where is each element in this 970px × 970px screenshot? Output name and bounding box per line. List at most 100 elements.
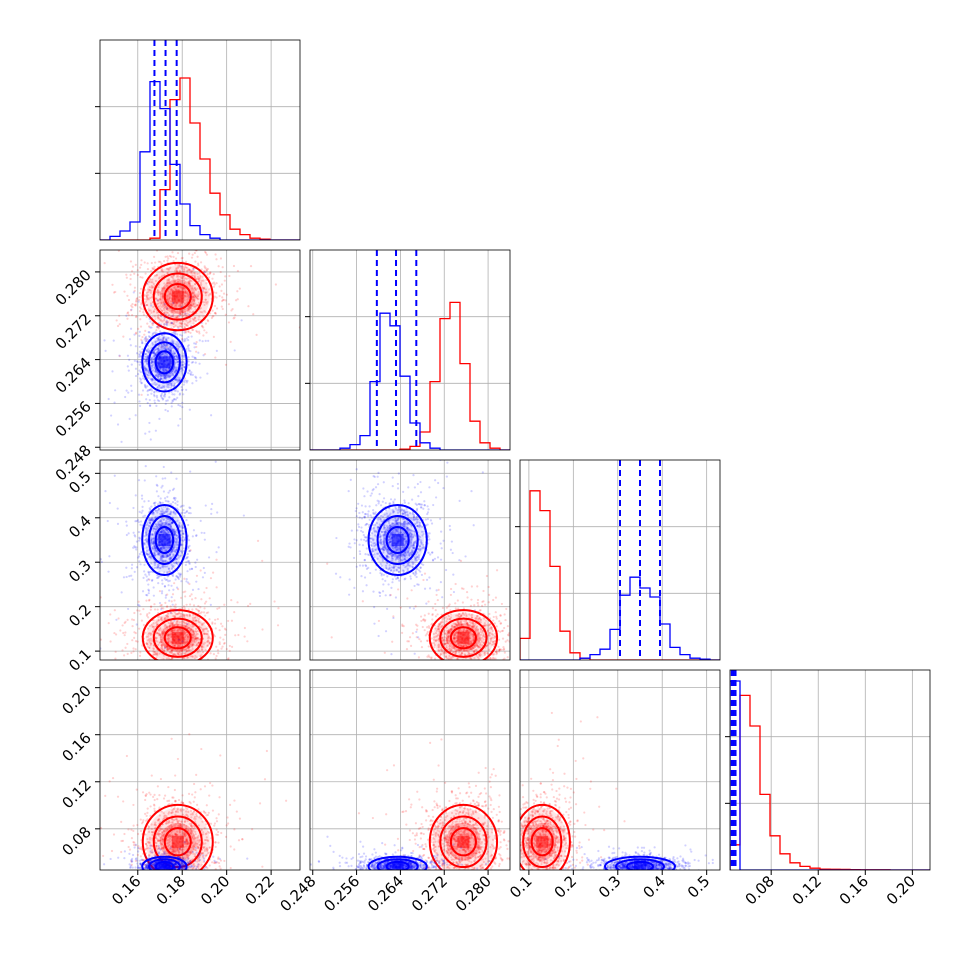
scatter-point [165,313,168,316]
scatter-point [195,644,198,647]
scatter-point [148,349,151,352]
scatter-point [160,632,163,635]
scatter-point [157,336,160,340]
scatter-point [274,283,277,286]
scatter-point [162,370,165,373]
scatter-point [137,556,140,559]
scatter-point [183,636,187,639]
scatter-point [156,362,159,365]
scatter-point [185,640,188,643]
scatter-point [178,378,181,381]
scatter-point [143,514,147,517]
scatter-point [154,368,158,371]
scatter-point [162,654,166,657]
scatter-point [186,290,189,294]
scatter-point [173,357,176,361]
scatter-point [167,640,170,643]
scatter-point [159,531,162,534]
scatter-point [163,618,166,621]
scatter-point [203,602,207,605]
scatter-point [156,347,159,350]
scatter-point [175,306,178,309]
scatter-point [227,303,231,306]
scatter-point [130,389,133,392]
scatter-point [158,387,162,390]
scatter-point [173,393,176,396]
scatter-point [199,606,202,609]
scatter-point [515,602,517,604]
scatter-point [162,661,164,663]
scatter-point [180,367,183,370]
scatter-point [178,653,181,656]
scatter-point [162,650,166,653]
scatter-point [166,344,169,347]
scatter-point [168,349,171,352]
scatter-point [172,624,175,627]
scatter-point [178,645,182,648]
scatter-point [164,676,166,678]
scatter-point [116,423,120,426]
scatter-point [152,627,156,630]
scatter-point [170,315,173,318]
scatter-point [138,609,141,612]
scatter-point [159,301,162,304]
scatter-point [149,642,153,645]
scatter-point [157,520,160,524]
scatter-point [139,275,142,279]
scatter-point [131,639,134,642]
scatter-point [159,546,163,550]
scatter-point [182,275,186,278]
scatter-point [162,465,165,469]
scatter-point [164,255,167,258]
scatter-point [163,303,166,306]
scatter-point [156,682,158,684]
marginal-panel-0 [95,39,301,241]
scatter-point [182,393,185,396]
scatter-point [147,388,150,392]
scatter-point [178,651,182,654]
scatter-point [195,632,198,635]
scatter-point [138,354,141,357]
scatter-point [391,640,394,643]
scatter-point [186,672,188,674]
scatter-point [187,636,190,639]
scatter-point [170,471,173,474]
scatter-point [168,292,171,295]
scatter-point [173,533,176,536]
scatter-point [196,304,199,307]
scatter-point [103,262,106,265]
scatter-point [201,287,205,290]
scatter-point [132,531,135,534]
scatter-point [459,692,461,694]
scatter-point [189,306,192,310]
scatter-point [157,503,160,506]
scatter-point [152,511,155,514]
scatter-point [169,361,173,364]
scatter-point [165,282,168,285]
scatter-point [256,539,260,542]
scatter-point [209,271,212,275]
scatter-point [154,661,156,663]
scatter-point [136,297,139,300]
scatter-point [155,483,158,486]
scatter-point [495,625,498,628]
scatter-point [146,393,149,397]
scatter-point [186,637,189,640]
scatter-point [161,270,165,273]
scatter-point [165,319,168,323]
scatter-point [198,280,201,283]
scatter-point [160,306,163,309]
scatter-point [125,389,128,392]
scatter-point [160,315,163,318]
scatter-point [166,500,169,503]
scatter-point [148,388,151,392]
scatter-point [155,373,158,376]
scatter-point [171,521,174,524]
scatter-point [145,642,148,645]
scatter-point [152,527,155,530]
scatter-point [191,361,195,364]
scatter-point [148,624,151,628]
scatter-point [191,588,195,591]
scatter-point [143,365,146,369]
scatter-point [456,703,458,705]
